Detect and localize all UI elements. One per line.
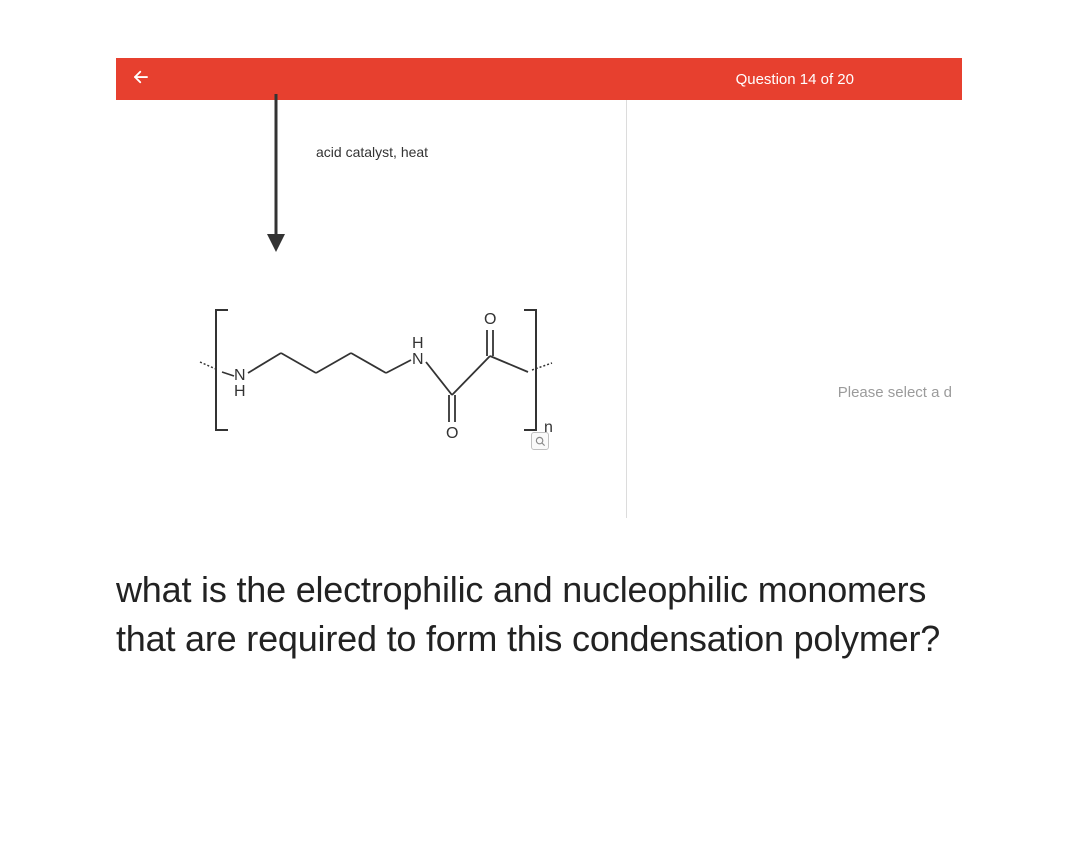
- svg-text:N: N: [234, 367, 246, 384]
- panel-divider: [626, 100, 627, 518]
- svg-text:H: H: [412, 335, 424, 352]
- reaction-arrow-icon: [261, 94, 291, 254]
- question-counter: Question 14 of 20: [736, 71, 854, 88]
- svg-text:H: H: [234, 383, 246, 400]
- quiz-header: Question 14 of 20: [116, 58, 962, 100]
- catalyst-label: acid catalyst, heat: [316, 144, 428, 160]
- question-text: what is the electrophilic and nucleophil…: [116, 566, 972, 663]
- molecule-structure: n N H H N O O: [196, 290, 566, 450]
- answer-placeholder: Please select a d: [838, 384, 952, 401]
- zoom-icon[interactable]: [531, 432, 549, 450]
- svg-text:O: O: [484, 311, 496, 328]
- svg-text:N: N: [412, 351, 424, 368]
- back-arrow-icon[interactable]: [132, 68, 150, 91]
- content-area: acid catalyst, heat n N H H N O: [116, 100, 962, 520]
- svg-text:O: O: [446, 425, 458, 442]
